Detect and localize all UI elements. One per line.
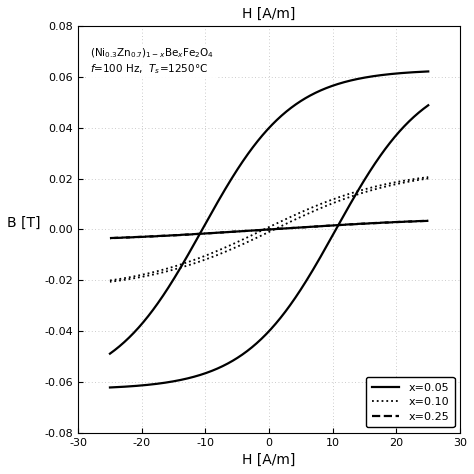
Title: H [A/m]: H [A/m] (242, 7, 296, 21)
X-axis label: H [A/m]: H [A/m] (242, 453, 296, 467)
Text: (Ni$_{0.3}$Zn$_{0.7}$)$_{1-x}$Be$_x$Fe$_2$O$_4$
$f$=100 Hz,  $T_s$=1250°C: (Ni$_{0.3}$Zn$_{0.7}$)$_{1-x}$Be$_x$Fe$_… (90, 46, 214, 76)
Y-axis label: B [T]: B [T] (7, 216, 40, 229)
Legend: x=0.05, x=0.10, x=0.25: x=0.05, x=0.10, x=0.25 (366, 377, 455, 427)
